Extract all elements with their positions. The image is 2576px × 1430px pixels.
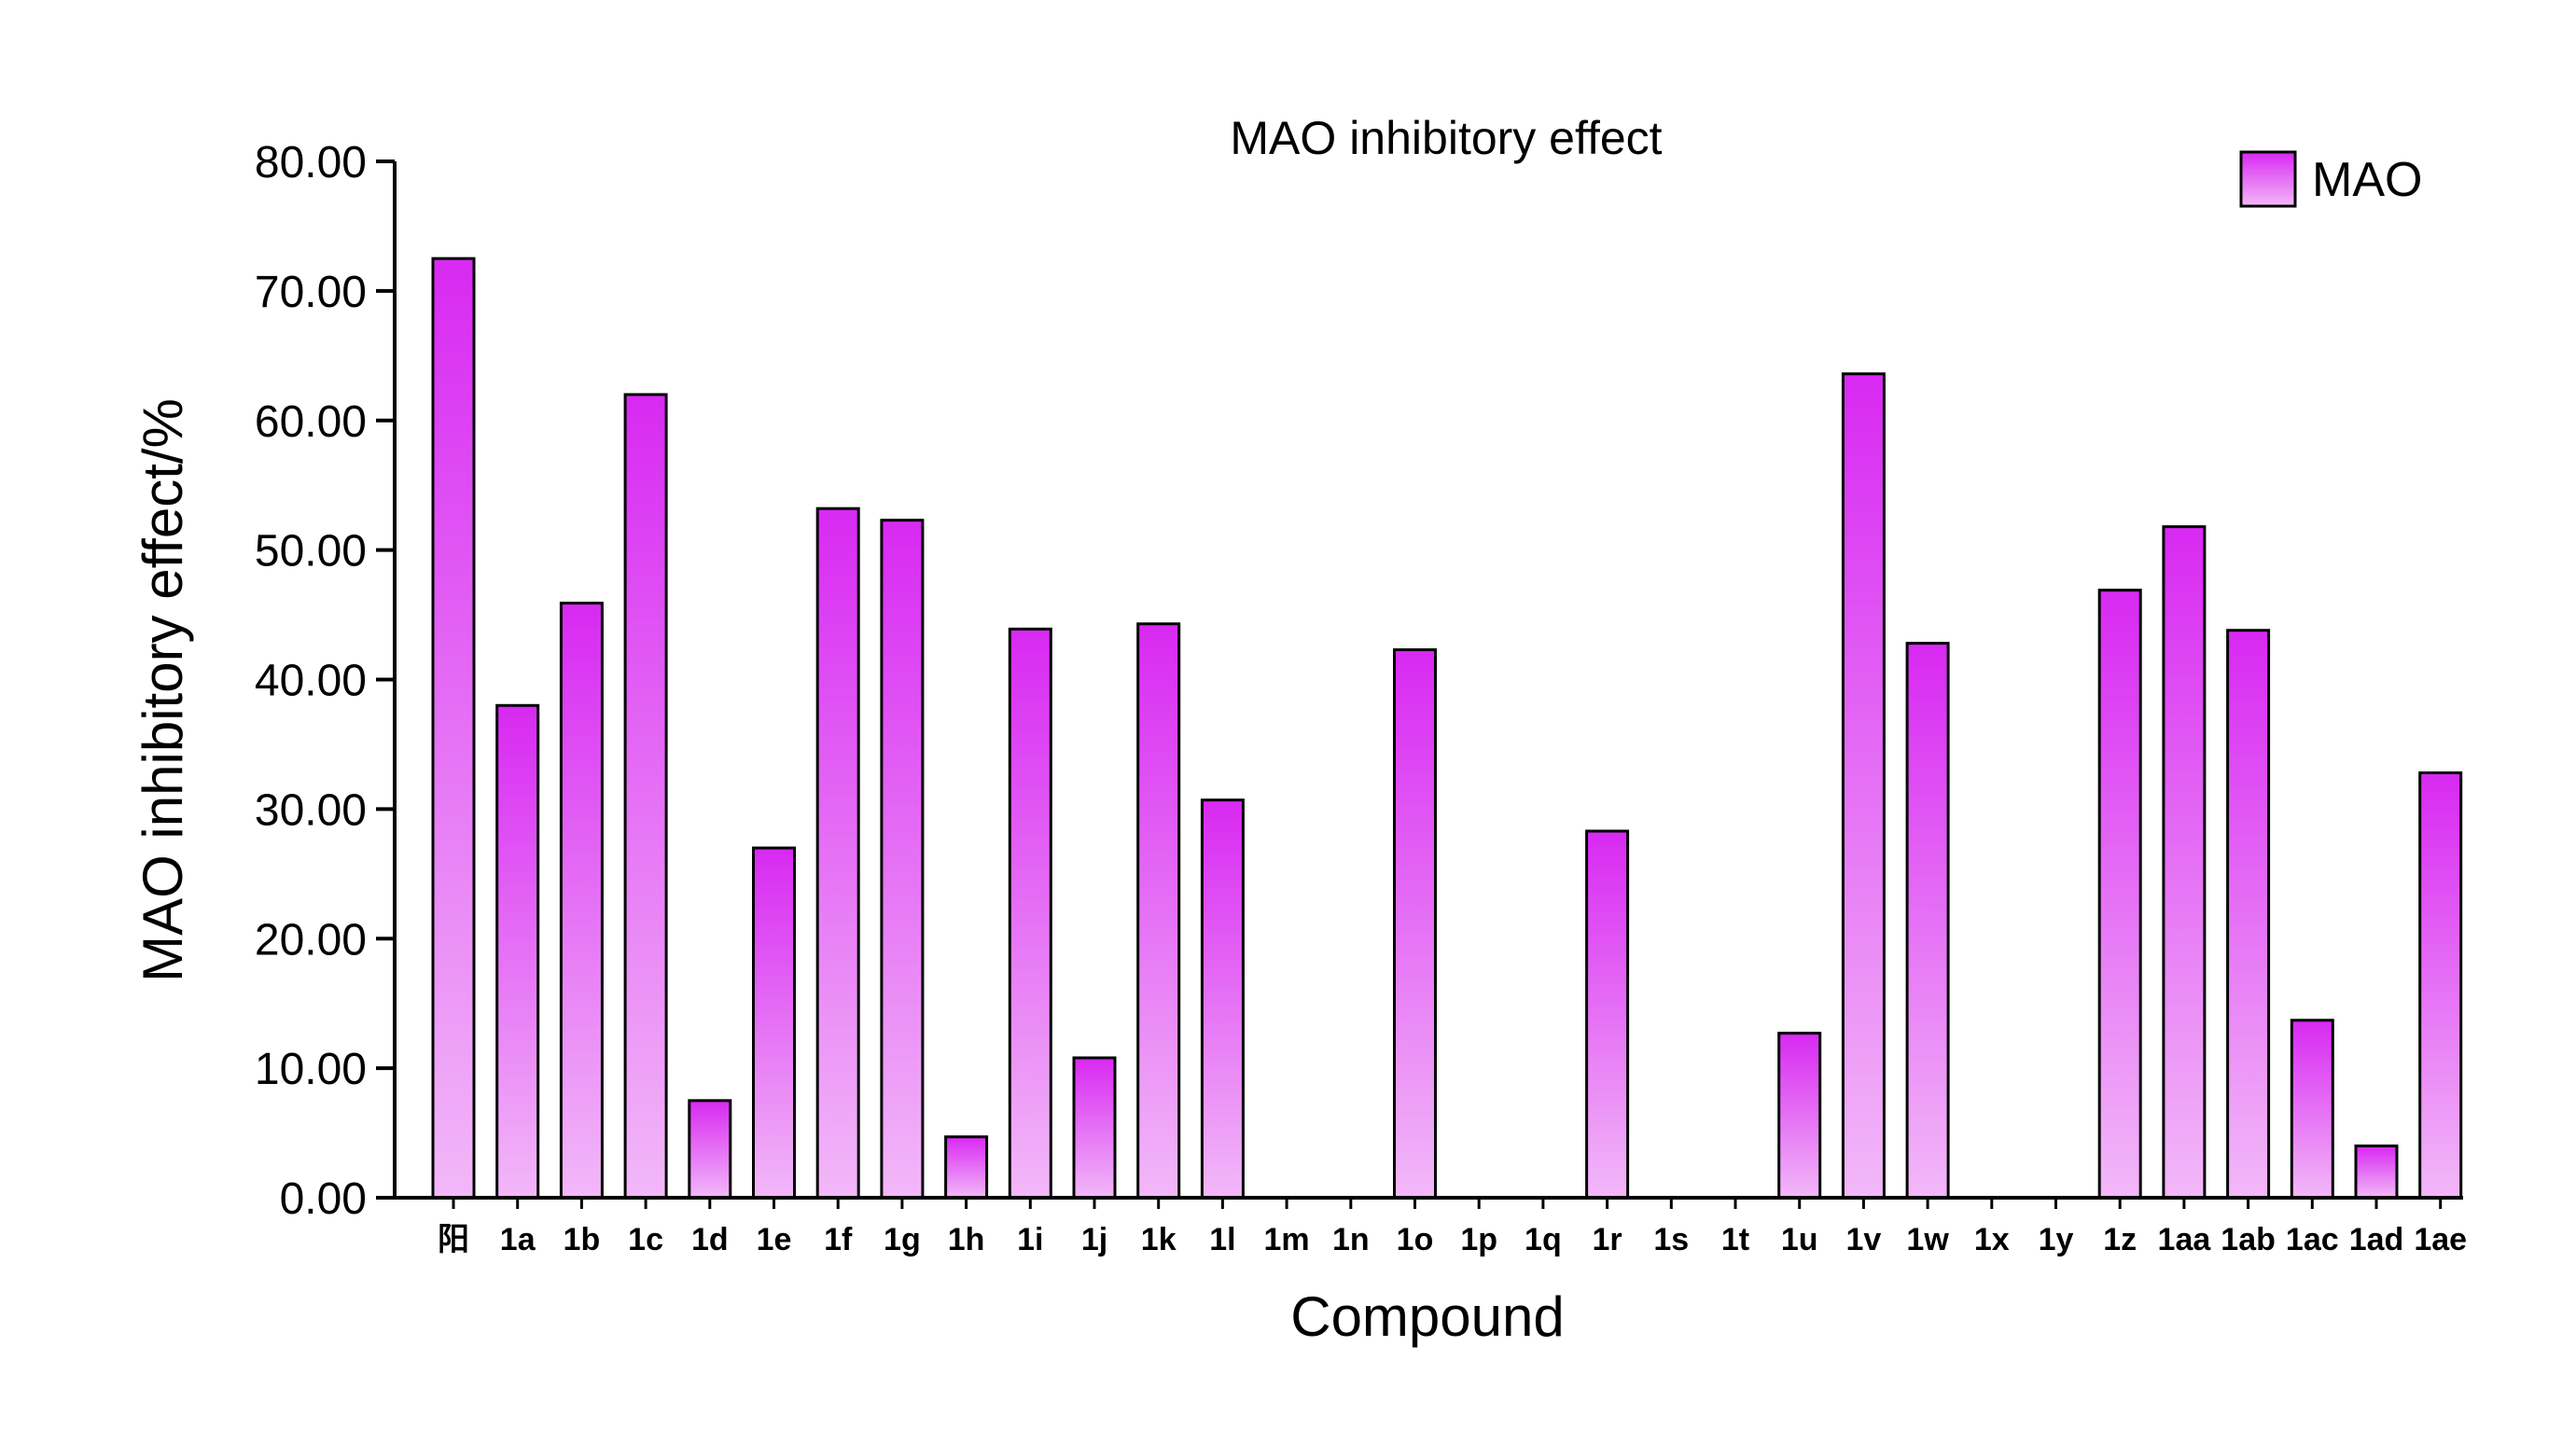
bar-1c [623,393,668,1200]
x-tick-label: 1c [628,1222,663,1257]
x-tick-label: 1ae [2414,1222,2467,1257]
bar-1i [1008,627,1052,1200]
x-tick-label: 1m [1264,1222,1310,1257]
y-tick-label: 50.00 [255,527,367,576]
y-tick-label: 10.00 [255,1045,367,1094]
x-tick-label: 1l [1209,1222,1235,1257]
x-tick-label: 1j [1081,1222,1107,1257]
legend-swatch [2239,150,2297,208]
x-tick-label: 1ab [2221,1222,2276,1257]
x-tick-label: 1ad [2349,1222,2404,1257]
bar-1w [1905,642,1950,1200]
x-tick-label: 1y [2039,1222,2074,1257]
bar-1aa [2162,525,2207,1200]
bar-1ae [2418,771,2463,1200]
x-tick-label: 1x [1974,1222,2010,1257]
x-tick-label: 1i [1017,1222,1043,1257]
bar-1v [1841,372,1886,1200]
bar-1j [1072,1056,1117,1200]
chart-title: MAO inhibitory effect [1230,112,1662,164]
bar-1b [559,602,604,1200]
x-tick-label: 1d [691,1222,729,1257]
bar-1e [752,846,796,1200]
x-tick-label: 1g [884,1222,921,1257]
y-tick-label: 80.00 [255,138,367,187]
bar-1g [880,519,925,1200]
x-tick-label: 1t [1721,1222,1749,1257]
x-tick-label: 1k [1141,1222,1177,1257]
x-tick-label: 1h [948,1222,985,1257]
y-tick-label: 40.00 [255,657,367,706]
x-tick-label: 1w [1906,1222,1949,1257]
x-axis-labels: 阳 1a 1b 1c 1d 1e 1f 1g 1h 1i 1j 1k 1l 1m 1n 1o 1p 1q 1r 1s 1… [438,1198,2467,1257]
bar-1ad [2354,1144,2399,1200]
x-axis-title: Compound [1290,1285,1565,1348]
bar-1k [1136,622,1181,1200]
x-tick-label: 1f [824,1222,853,1257]
x-tick-label: 1aa [2158,1222,2212,1257]
x-tick-label: 1ac [2286,1222,2339,1257]
bar-1h [944,1135,989,1200]
bar-阳 [431,257,476,1200]
bar-1z [2097,589,2142,1200]
x-tick-label: 1z [2103,1222,2137,1257]
legend-label: MAO [2312,153,2422,207]
x-tick-label: 1s [1653,1222,1689,1257]
x-tick-label: 1a [500,1222,536,1257]
x-tick-label: 1n [1332,1222,1370,1257]
bar-1o [1393,648,1437,1200]
x-tick-label: 1v [1845,1222,1881,1257]
x-tick-label: 1e [757,1222,792,1257]
y-tick-label: 0.00 [280,1174,367,1224]
x-tick-label: 1q [1525,1222,1562,1257]
bars-group [431,257,2463,1200]
y-tick-label: 70.00 [255,268,367,317]
y-axis-title: MAO inhibitory effect/% [132,398,194,982]
x-tick-label: 1p [1460,1222,1497,1257]
bar-1a [495,703,540,1200]
y-tick-label: 60.00 [255,397,367,447]
bar-1ab [2226,629,2271,1200]
legend: MAO [2239,150,2422,208]
bar-1ac [2290,1019,2334,1200]
bar-1r [1585,829,1630,1200]
bar-1l [1200,798,1245,1200]
y-tick-label: 30.00 [255,785,367,835]
x-tick-label: 1u [1781,1222,1818,1257]
bar-1f [815,507,860,1200]
y-axis-ticks: 0.00 10.00 20.00 30.00 40.00 50.00 60.00 70.00 8… [255,138,395,1224]
bar-1u [1777,1032,1822,1200]
y-tick-label: 20.00 [255,915,367,965]
x-tick-label: 1b [564,1222,601,1257]
x-tick-label: 阳 [438,1222,469,1257]
x-tick-label: 1o [1397,1222,1434,1257]
bar-1d [688,1099,732,1200]
x-tick-label: 1r [1593,1222,1622,1257]
